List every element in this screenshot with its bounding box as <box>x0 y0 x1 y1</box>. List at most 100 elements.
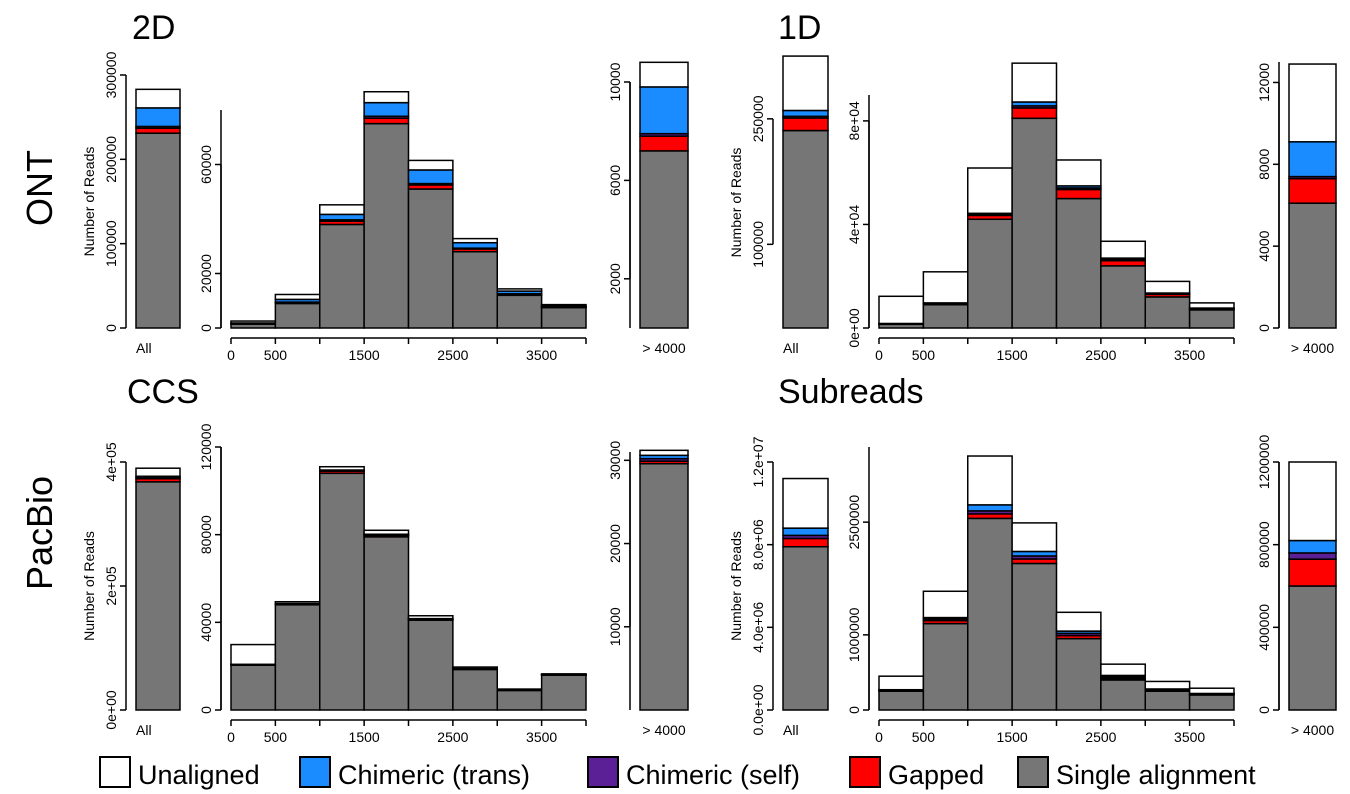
hist-xtick-label: 1500 <box>349 347 380 363</box>
hist-bar-2-1-single <box>274 604 321 711</box>
hist-bar-0-0-unaligned <box>230 320 277 324</box>
hist-bar-0-3-gapped <box>363 117 410 125</box>
over-yaxis-0-tick-label: 10000 <box>607 62 623 101</box>
over-yaxis-2-tick-label: 10000 <box>607 607 623 646</box>
over-category-label: > 4000 <box>1291 340 1334 356</box>
hist-yaxis-0-tick-label: 60000 <box>198 145 214 184</box>
legend: Unaligned Chimeric (trans) Chimeric (self)… <box>99 756 1256 790</box>
over-yaxis-1-tick-label: 8000 <box>1256 149 1272 180</box>
all-bar-1-gapped <box>782 117 829 132</box>
over-bar-3-chimeric-trans <box>1288 539 1337 554</box>
hist-bar-0-2-single <box>319 223 365 329</box>
all-bar-1-unaligned <box>782 55 829 112</box>
legend-swatch-unaligned <box>99 756 131 788</box>
hist-bar-3-7-single <box>1188 694 1235 711</box>
hist-bar-1-3-gapped <box>1011 107 1058 120</box>
hist-xtick-label: 3500 <box>526 729 557 745</box>
hist-xtick-label: 2500 <box>1085 347 1116 363</box>
hist-xtick-label: 2500 <box>437 729 468 745</box>
hist-bar-1-5-unaligned <box>1100 240 1146 259</box>
over-yaxis-2-tick-label: 20000 <box>607 524 623 563</box>
hist-yaxis-2-tick-label: 0 <box>198 706 214 714</box>
over-bar-0-chimeric-trans <box>639 86 689 135</box>
hist-bar-0-2-chimeric-trans <box>319 213 365 221</box>
legend-label-single: Single alignment <box>1056 760 1256 790</box>
y-axis-title: Number of Reads <box>728 531 744 641</box>
hist-xtick-label: 500 <box>264 729 288 745</box>
y-axis-title: Number of Reads <box>728 148 744 258</box>
hist-xtick-label: 500 <box>912 347 936 363</box>
panel-title-2d: 2D <box>132 9 175 47</box>
hist-yaxis-1-tick-label: 4e+04 <box>846 205 862 245</box>
hist-bar-3-7-unaligned <box>1188 687 1235 695</box>
hist-bar-1-7-single <box>1188 309 1235 329</box>
hist-bar-0-7-unaligned <box>540 303 587 307</box>
all-bar-2-single <box>135 481 181 711</box>
over-yaxis-0-tick-label: 2000 <box>607 263 623 294</box>
all-bar-0-unaligned <box>135 88 181 109</box>
over-yaxis-1-tick-label: 0 <box>1256 324 1272 332</box>
hist-bar-0-1-single <box>274 302 321 329</box>
hist-yaxis-0-tick-label: 0 <box>198 324 214 332</box>
hist-bar-0-4-unaligned <box>407 159 454 171</box>
all-category-label: All <box>783 722 799 738</box>
hist-bar-2-4-unaligned <box>407 615 454 620</box>
hist-bar-2-0-single <box>230 664 277 711</box>
hist-yaxis-1-tick-label: 0e+00 <box>846 308 862 348</box>
over-bar-3-chimeric-self <box>1288 552 1337 560</box>
all-yaxis-3-tick-label: 4.0e+06 <box>750 602 766 653</box>
hist-bar-1-3-unaligned <box>1011 62 1058 103</box>
over-yaxis-2-tick-label: 30000 <box>607 441 623 480</box>
hist-bar-1-4-unaligned <box>1055 159 1102 187</box>
hist-bar-3-4-single <box>1055 637 1102 711</box>
all-yaxis-2-tick-label: 4e+05 <box>103 442 119 482</box>
over-category-label: > 4000 <box>1291 722 1334 738</box>
hist-yaxis-1-tick-label: 8e+04 <box>846 101 862 141</box>
hist-bar-2-7-single <box>540 674 587 711</box>
all-yaxis-0-tick-label: 0 <box>103 324 119 332</box>
hist-bar-2-5-single <box>452 668 498 711</box>
all-category-label: All <box>136 340 152 356</box>
hist-yaxis-3-tick-label: 2500000 <box>846 495 862 550</box>
hist-bar-3-4-unaligned <box>1055 611 1102 632</box>
hist-bar-0-6-single <box>496 294 543 329</box>
hist-bar-0-1-unaligned <box>274 293 321 301</box>
hist-bar-3-2-chimeric-trans <box>967 504 1013 512</box>
all-bar-2-unaligned <box>135 467 181 478</box>
hist-bar-1-5-gapped <box>1100 259 1146 267</box>
hist-bar-2-1-unaligned <box>274 600 321 605</box>
legend-swatch-gapped <box>849 756 881 788</box>
hist-bar-1-1-unaligned <box>922 271 969 304</box>
hist-xtick-label: 0 <box>875 729 883 745</box>
hist-bar-0-5-unaligned <box>452 237 498 244</box>
all-bar-1-single <box>782 129 829 329</box>
over-category-label: > 4000 <box>642 722 685 738</box>
over-yaxis-3-tick-label: 400000 <box>1256 604 1272 651</box>
legend-label-chimeric-self: Chimeric (self) <box>626 760 800 790</box>
hist-bar-1-2-unaligned <box>967 167 1013 215</box>
hist-bar-3-3-single <box>1011 562 1058 711</box>
over-bar-0-single <box>639 150 689 329</box>
panel-title-1d: 1D <box>778 9 821 47</box>
over-bar-2-single <box>639 462 689 711</box>
hist-bar-3-3-unaligned <box>1011 522 1058 553</box>
hist-xtick-label: 500 <box>912 729 936 745</box>
hist-bar-1-2-single <box>967 218 1013 329</box>
all-yaxis-0-tick-label: 100000 <box>103 220 119 267</box>
hist-bar-2-3-single <box>363 536 410 711</box>
hist-bar-0-3-single <box>363 122 410 329</box>
hist-xtick-label: 3500 <box>1174 347 1205 363</box>
hist-xtick-label: 1500 <box>349 729 380 745</box>
hist-bar-3-1-unaligned <box>922 590 969 619</box>
all-yaxis-0-tick-label: 200000 <box>103 136 119 183</box>
all-bar-0-chimeric-trans <box>135 107 181 128</box>
hist-bar-2-0-unaligned <box>230 643 277 666</box>
hist-bar-3-1-single <box>922 622 969 711</box>
all-bar-0-gapped <box>135 127 181 134</box>
over-bar-1-unaligned <box>1288 63 1337 143</box>
over-yaxis-1-tick-label: 12000 <box>1256 63 1272 102</box>
legend-label-unaligned: Unaligned <box>138 760 260 790</box>
over-yaxis-3-tick-label: 0 <box>1256 706 1272 714</box>
hist-xtick-label: 500 <box>264 347 288 363</box>
